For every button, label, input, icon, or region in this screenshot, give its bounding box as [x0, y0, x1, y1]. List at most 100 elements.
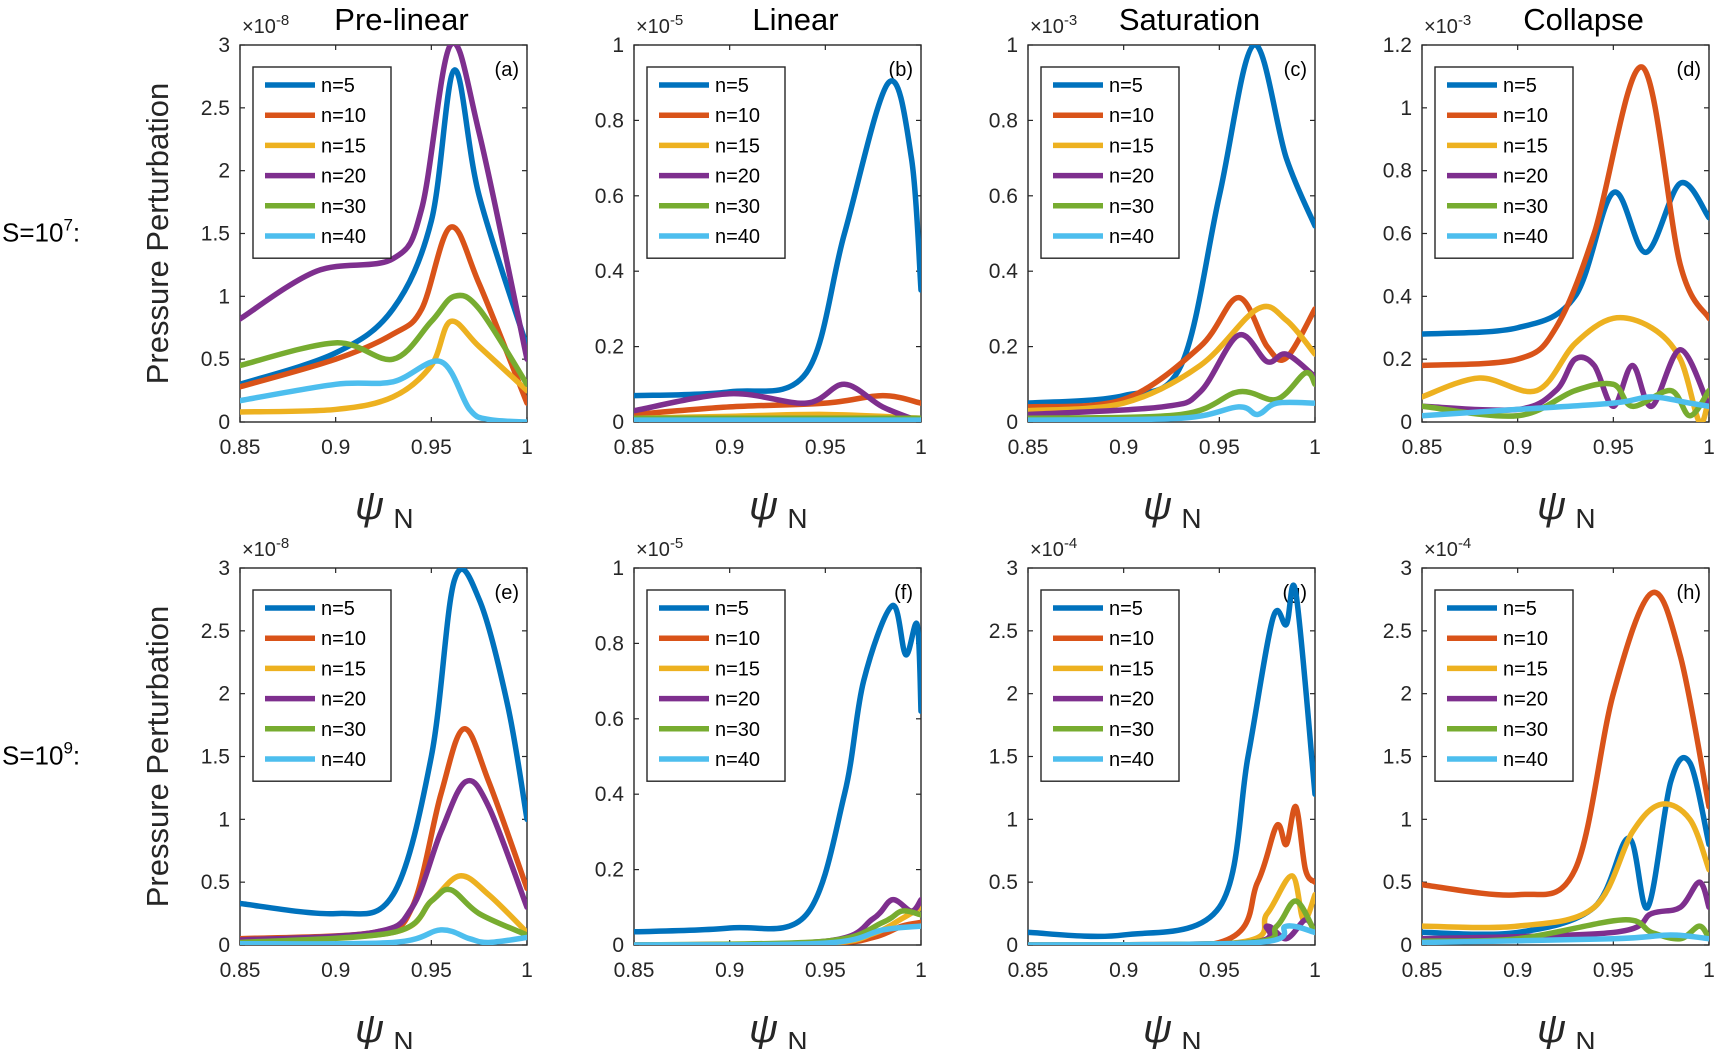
series-line-n5	[240, 67, 527, 388]
panel: 0.85 0.9 0.95 100.511.522.53ψ N×10-4(h)n=5n=…	[1383, 535, 1715, 1049]
series-line-n5	[1422, 755, 1709, 938]
legend-label: n=20	[1109, 166, 1154, 188]
y-tick-label: 1	[612, 34, 624, 57]
panel: 0.85 0.9 0.95 1 0 0.2 0.4 0.6 0.8 1 1.2 ψ N ×10-3 Coll…	[1383, 2, 1715, 534]
x-tick-label: 0.95	[1199, 959, 1240, 982]
y-tick-label: 0	[218, 411, 230, 434]
y-tick-label: 0	[612, 934, 624, 957]
y-tick-label: 1.5	[201, 746, 230, 769]
series-line-n30	[1422, 380, 1709, 419]
y-tick-label: 0	[1006, 934, 1018, 957]
y-tick-label: 2.5	[989, 620, 1018, 643]
y-axis-label: Pressure Perturbation	[140, 606, 175, 908]
x-axis-label: ψ	[355, 1007, 384, 1049]
x-axis-label-subscript: N	[787, 1026, 807, 1049]
axis-exponent: ×10-8	[242, 535, 289, 561]
series-line-n20	[634, 381, 921, 422]
legend-label: n=40	[1503, 749, 1548, 771]
legend-box	[1434, 66, 1574, 259]
x-axis-label: ψ	[1537, 1007, 1566, 1049]
x-axis-label-subscript: N	[393, 1026, 413, 1049]
legend-label: n=40	[321, 749, 366, 771]
legend-box	[1040, 589, 1180, 782]
x-tick-label: 1	[915, 436, 927, 459]
x-tick-label: 0.9	[321, 436, 350, 459]
legend-label: n=20	[321, 689, 366, 711]
y-tick-label: 1	[612, 557, 624, 580]
legend-label: n=5	[1109, 598, 1143, 620]
y-tick-label: 2.5	[1383, 620, 1412, 643]
y-tick-label: 3	[218, 557, 230, 580]
legend-label: n=20	[1109, 689, 1154, 711]
axis-exponent: ×10-3	[1030, 12, 1077, 38]
y-tick-label: 2	[218, 683, 230, 706]
panel-title: Linear	[752, 2, 838, 37]
legend-label: n=10	[715, 105, 760, 127]
series-group	[240, 568, 527, 945]
x-axis-label: ψ	[1143, 484, 1172, 528]
legend-label: n=15	[715, 658, 760, 680]
panel-title: Pre-linear	[334, 2, 468, 37]
y-tick-label: 0.8	[1383, 160, 1412, 183]
legend: n=5 n=10 n=15 n=20 n=30 n=40	[1040, 589, 1180, 782]
y-tick-label: 0.4	[1383, 285, 1413, 308]
axis-exponent: ×10-3	[1424, 12, 1471, 38]
legend-label: n=30	[321, 196, 366, 218]
axis-exponent: ×10-5	[636, 535, 683, 561]
panel-label: (f)	[894, 582, 913, 604]
legend-label: n=40	[715, 749, 760, 771]
legend-label: n=15	[1109, 135, 1154, 157]
legend-label: n=15	[321, 135, 366, 157]
y-tick-label: 1	[218, 285, 230, 308]
legend-label: n=20	[321, 166, 366, 188]
y-tick-label: 2.5	[201, 97, 230, 120]
x-tick-label: 1	[521, 959, 533, 982]
y-tick-label: 0.4	[595, 783, 625, 806]
series-line-n20	[1028, 332, 1315, 418]
y-tick-label: 0.2	[595, 336, 624, 359]
x-tick-label: 0.9	[715, 959, 744, 982]
legend-label: n=10	[321, 628, 366, 650]
legend-label: n=40	[715, 226, 760, 248]
legend-label: n=20	[715, 166, 760, 188]
legend-label: n=20	[1503, 689, 1548, 711]
legend: n=5 n=10 n=15 n=20 n=30 n=40	[252, 589, 392, 782]
x-axis-label: ψ	[749, 484, 778, 528]
y-tick-label: 0.6	[1383, 223, 1412, 246]
legend-label: n=5	[1503, 598, 1537, 620]
y-tick-label: 1.2	[1383, 34, 1412, 57]
series-line-n5	[634, 602, 921, 935]
legend-label: n=30	[1109, 196, 1154, 218]
y-tick-label: 0.8	[595, 109, 624, 132]
legend-label: n=15	[1503, 135, 1548, 157]
panel-label: (h)	[1677, 582, 1701, 604]
x-axis-label: ψ	[749, 1007, 778, 1049]
series-line-n40	[1028, 399, 1315, 422]
legend-label: n=20	[1503, 166, 1548, 188]
x-tick-label: 0.9	[1109, 959, 1138, 982]
series-line-n5	[1028, 582, 1315, 940]
x-tick-label: 0.95	[805, 436, 846, 459]
legend-label: n=30	[321, 719, 366, 741]
x-tick-label: 0.85	[220, 959, 261, 982]
panel-label: (e)	[495, 582, 519, 604]
legend-box	[1434, 589, 1574, 782]
y-tick-label: 0.6	[595, 185, 624, 208]
y-tick-label: 0	[1006, 411, 1018, 434]
series-line-n10	[1028, 294, 1315, 410]
row-label: S=107:	[2, 216, 80, 248]
x-tick-label: 1	[1703, 959, 1715, 982]
x-tick-label: 0.85	[1008, 959, 1049, 982]
legend: n=5 n=10 n=15 n=20 n=30 n=40	[646, 589, 786, 782]
y-tick-label: 0.2	[1383, 348, 1412, 371]
x-tick-label: 0.85	[1402, 436, 1443, 459]
y-tick-label: 1	[1400, 97, 1412, 120]
series-line-n15	[1028, 303, 1315, 414]
y-tick-label: 0.2	[595, 859, 624, 882]
series-line-n20	[1422, 346, 1709, 413]
series-group	[1422, 64, 1709, 422]
y-tick-label: 3	[1006, 557, 1018, 580]
y-tick-label: 3	[1400, 557, 1412, 580]
